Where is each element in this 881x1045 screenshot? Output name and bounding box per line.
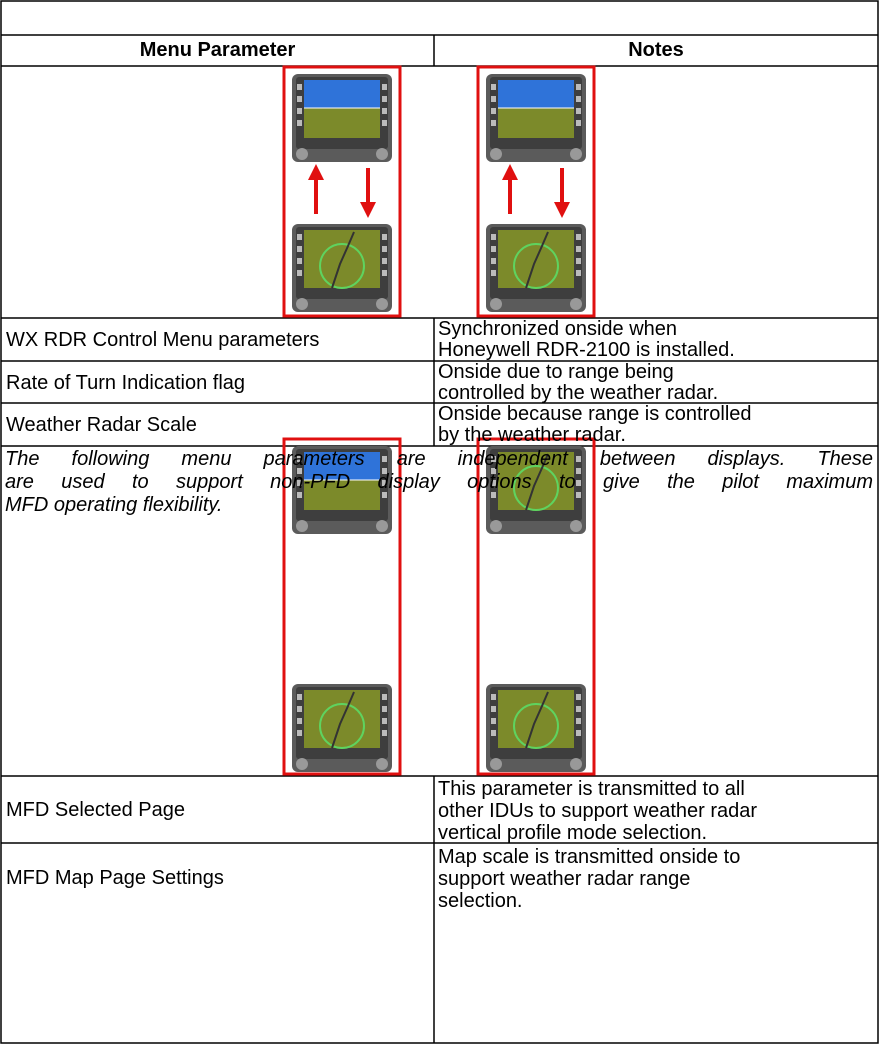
note-line: The following menu parameters are indepe…: [5, 448, 873, 470]
notes-line: Map scale is transmitted onside to: [438, 846, 741, 868]
note-line: are used to support non-PFD display opti…: [5, 471, 873, 493]
notes-line: other IDUs to support weather radar: [438, 800, 758, 822]
notes-line: Honeywell RDR-2100 is installed.: [438, 339, 735, 361]
notes-line: Onside due to range being: [438, 361, 674, 383]
notes-line: Onside because range is controlled: [438, 403, 752, 425]
notes-line: controlled by the weather radar.: [438, 382, 719, 404]
header-cell: Menu Parameter: [139, 39, 296, 61]
parameter-cell: MFD Map Page Settings: [6, 867, 224, 889]
notes-line: This parameter is transmitted to all: [438, 778, 745, 800]
header-cell: Notes: [628, 39, 684, 61]
note-line: MFD operating flexibility.: [5, 494, 223, 516]
notes-line: support weather radar range: [438, 868, 691, 890]
parameter-cell: MFD Selected Page: [6, 799, 185, 821]
notes-line: selection.: [438, 890, 523, 912]
parameter-cell: WX RDR Control Menu parameters: [6, 329, 320, 351]
notes-line: vertical profile mode selection.: [438, 822, 708, 844]
notes-line: Synchronized onside when: [438, 318, 678, 340]
parameter-cell: Weather Radar Scale: [6, 414, 197, 436]
notes-line: by the weather radar.: [438, 424, 626, 446]
parameter-cell: Rate of Turn Indication flag: [6, 372, 246, 394]
